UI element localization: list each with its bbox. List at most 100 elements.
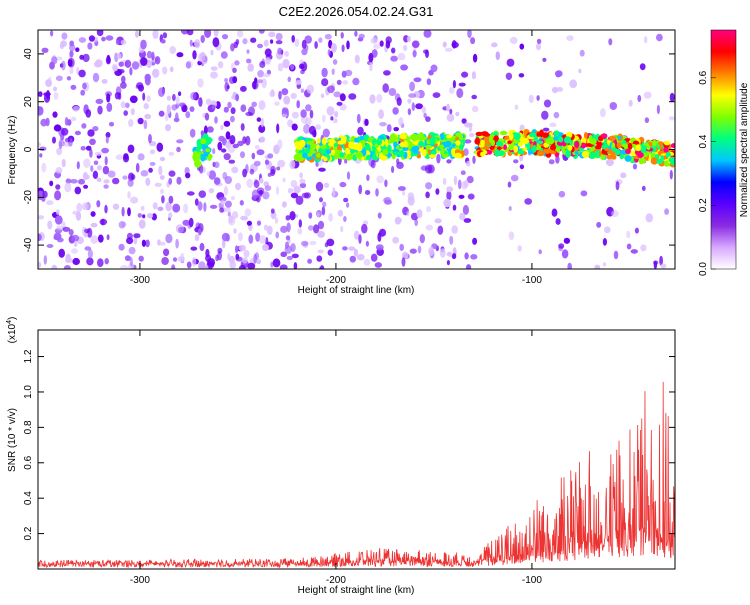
noise-blob bbox=[189, 106, 195, 112]
noise-blob bbox=[49, 180, 54, 187]
noise-blob bbox=[130, 108, 135, 116]
noise-blob bbox=[74, 242, 78, 247]
noise-blob bbox=[352, 77, 360, 86]
signal-cell bbox=[392, 151, 400, 156]
noise-blob bbox=[306, 84, 315, 94]
noise-blob bbox=[120, 81, 127, 89]
signal-cell bbox=[391, 154, 396, 160]
noise-blob bbox=[375, 244, 384, 251]
noise-blob bbox=[56, 225, 63, 231]
noise-blob bbox=[134, 30, 140, 38]
noise-blob bbox=[289, 211, 296, 221]
noise-blob bbox=[86, 257, 94, 266]
noise-blob bbox=[270, 165, 276, 175]
noise-blob bbox=[61, 32, 68, 40]
colorbar-gradient bbox=[710, 29, 737, 270]
noise-blob bbox=[257, 43, 263, 49]
noise-blob bbox=[60, 127, 69, 136]
noise-blob bbox=[256, 149, 265, 156]
noise-blob bbox=[341, 70, 347, 78]
noise-blob bbox=[644, 117, 650, 124]
signal-cell bbox=[355, 151, 363, 159]
noise-blob bbox=[332, 118, 338, 124]
noise-blob bbox=[220, 124, 224, 131]
signal-cell bbox=[416, 134, 421, 141]
noise-blob bbox=[322, 114, 326, 123]
noise-blob bbox=[377, 212, 382, 219]
noise-blob bbox=[71, 234, 80, 242]
noise-blob bbox=[291, 123, 298, 131]
noise-blob bbox=[406, 211, 410, 217]
noise-blob bbox=[240, 215, 249, 221]
noise-blob bbox=[364, 118, 369, 126]
noise-blob bbox=[97, 234, 104, 243]
noise-blob bbox=[245, 135, 251, 146]
signal-cell bbox=[439, 144, 444, 150]
noise-blob bbox=[223, 120, 231, 127]
signal-cell bbox=[581, 150, 590, 158]
noise-blob bbox=[332, 187, 336, 197]
noise-blob bbox=[435, 188, 440, 195]
noise-blob bbox=[240, 104, 247, 112]
noise-blob bbox=[508, 231, 515, 241]
noise-blob bbox=[336, 101, 343, 106]
noise-blob bbox=[446, 113, 455, 122]
noise-blob bbox=[251, 80, 259, 90]
noise-blob bbox=[213, 30, 219, 37]
signal-cell bbox=[651, 145, 657, 153]
noise-blob bbox=[217, 61, 224, 69]
noise-blob bbox=[353, 248, 358, 257]
signal-cell bbox=[556, 146, 561, 153]
noise-blob bbox=[407, 98, 412, 104]
noise-blob bbox=[253, 179, 260, 189]
signal-cell bbox=[354, 137, 359, 143]
noise-blob bbox=[137, 153, 145, 161]
signal-cell bbox=[660, 155, 664, 162]
noise-blob bbox=[186, 30, 194, 36]
noise-blob bbox=[205, 98, 212, 106]
noise-blob bbox=[304, 192, 311, 199]
noise-blob bbox=[542, 57, 547, 63]
noise-blob bbox=[279, 264, 288, 269]
noise-blob bbox=[152, 68, 160, 78]
noise-blob bbox=[83, 184, 89, 189]
noise-blob bbox=[327, 85, 335, 94]
noise-blob bbox=[256, 220, 262, 226]
noise-blob bbox=[157, 206, 164, 211]
noise-blob bbox=[626, 230, 631, 239]
noise-blob bbox=[124, 59, 132, 68]
signal-cell bbox=[382, 150, 389, 156]
noise-blob bbox=[264, 185, 272, 192]
noise-blob bbox=[448, 86, 455, 94]
signal-cell bbox=[399, 149, 405, 158]
noise-blob bbox=[127, 207, 131, 217]
noise-blob bbox=[407, 108, 412, 116]
noise-blob bbox=[160, 188, 164, 194]
signal-cell bbox=[455, 140, 461, 146]
noise-blob bbox=[334, 111, 339, 118]
noise-blob bbox=[259, 61, 266, 68]
noise-blob bbox=[45, 117, 50, 127]
noise-blob bbox=[255, 232, 261, 242]
noise-blob bbox=[143, 119, 148, 130]
signal-cell bbox=[339, 152, 345, 158]
signal-cell bbox=[581, 138, 588, 144]
noise-blob bbox=[669, 92, 675, 102]
noise-blob bbox=[509, 36, 518, 45]
noise-blob bbox=[46, 200, 54, 206]
noise-blob bbox=[339, 93, 346, 102]
signal-cell bbox=[497, 150, 506, 157]
noise-blob bbox=[653, 260, 658, 269]
noise-blob bbox=[299, 172, 304, 179]
noise-blob bbox=[127, 144, 135, 154]
noise-blob bbox=[186, 261, 192, 269]
noise-blob bbox=[272, 258, 281, 268]
noise-blob bbox=[579, 49, 585, 57]
noise-blob bbox=[185, 172, 191, 179]
noise-blob bbox=[209, 204, 218, 209]
noise-blob bbox=[349, 255, 356, 263]
noise-blob bbox=[104, 204, 108, 214]
noise-blob bbox=[326, 106, 335, 116]
noise-blob bbox=[261, 78, 267, 89]
noise-blob bbox=[322, 201, 327, 208]
